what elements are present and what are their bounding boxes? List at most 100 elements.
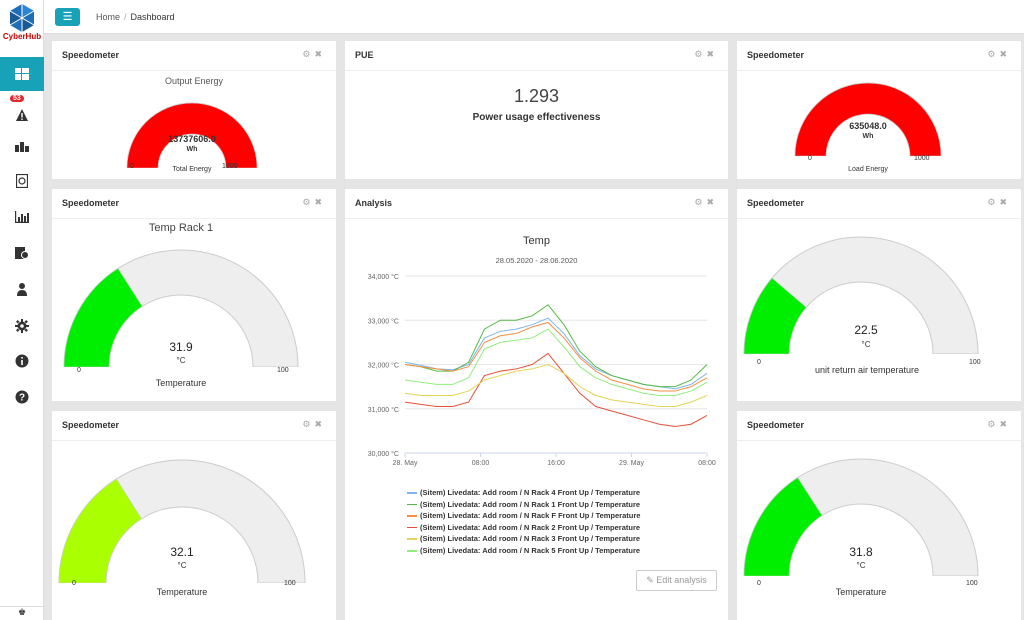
menu-toggle-button[interactable]: ☰	[55, 8, 80, 26]
gauge-track	[743, 236, 979, 354]
sidebar-item-help[interactable]: ?	[0, 380, 44, 414]
sidebar-item-inventory[interactable]	[0, 236, 44, 270]
gauge-top-label: Output Energy	[164, 76, 224, 86]
sidebar-item-users[interactable]	[0, 272, 44, 306]
y-tick-label: 30,000 °C	[368, 450, 399, 458]
legend-item[interactable]: (Sitem) Livedata: Add room / N Rack 1 Fr…	[407, 499, 640, 511]
panel-title: Speedometer	[62, 420, 120, 430]
sidebar-item-sites[interactable]	[0, 129, 44, 163]
gear-icon[interactable]: ⚙	[302, 197, 315, 207]
sidebar-item-dashboard[interactable]	[0, 57, 44, 91]
legend-label: (Sitem) Livedata: Add room / N Rack 5 Fr…	[420, 545, 641, 555]
legend-item[interactable]: (Sitem) Livedata: Add room / N Rack 5 Fr…	[407, 545, 640, 557]
gauge-unit: Wh	[862, 133, 874, 140]
breadcrumb-current: Dashboard	[130, 12, 175, 22]
panel-temperature-3: Speedometer ⚙✖ 31.8 °C 0 100 Temperature	[737, 411, 1021, 620]
gauge-min: 0	[77, 367, 81, 374]
gauge-fill	[63, 267, 143, 367]
legend-swatch	[407, 550, 417, 552]
gauge-min: 0	[72, 580, 76, 587]
gear-icon[interactable]: ⚙	[987, 419, 1000, 429]
edit-analysis-button[interactable]: ✎ Edit analysis	[636, 570, 717, 591]
gauge-fill	[743, 277, 807, 354]
breadcrumb-separator: /	[124, 12, 127, 22]
alarm-icon	[16, 109, 28, 121]
x-tick-label: 08:00	[698, 460, 716, 467]
close-icon[interactable]: ✖	[999, 197, 1011, 207]
gear-icon	[15, 319, 29, 333]
gauge-unit: Wh	[186, 146, 198, 153]
legend-swatch	[407, 526, 417, 529]
sidebar-footer-icon[interactable]: ♚	[0, 606, 44, 620]
chart-title: Temp	[523, 235, 550, 247]
x-tick-label: 28. May	[393, 460, 418, 467]
close-icon[interactable]: ✖	[314, 49, 326, 59]
gauge-unit: °C	[176, 356, 186, 365]
gear-icon[interactable]: ⚙	[302, 49, 315, 59]
edit-analysis-label: Edit analysis	[656, 575, 707, 585]
gauge-fill	[58, 478, 142, 583]
close-icon[interactable]: ✖	[999, 419, 1011, 429]
inventory-icon	[15, 247, 29, 259]
help-icon: ?	[15, 390, 29, 404]
panel-return-air: Speedometer ⚙✖ 22.5 °C 0 100 unit return …	[737, 189, 1021, 401]
gauge-min: 0	[757, 359, 761, 366]
legend-item[interactable]: (Sitem) Livedata: Add room / N Rack 2 Fr…	[407, 522, 640, 534]
legend-item[interactable]: (Sitem) Livedata: Add room / N Rack 3 Fr…	[407, 533, 640, 545]
breadcrumb-home[interactable]: Home	[96, 12, 121, 22]
gauge-min: 0	[757, 580, 761, 587]
reports-icon	[16, 174, 28, 188]
legend-item[interactable]: (Sitem) Livedata: Add room / N Rack F Fr…	[407, 510, 640, 522]
gauge-label: Load Energy	[848, 166, 888, 173]
gauge-fill	[794, 82, 942, 156]
panel-temp-rack-1: Speedometer ⚙✖ Temp Rack 1 31.9 °C 0 100 …	[52, 189, 336, 401]
close-icon[interactable]: ✖	[999, 49, 1011, 59]
gauge-label: Total Energy	[172, 166, 212, 173]
legend-swatch	[407, 503, 417, 506]
gauge-label: unit return air temperature	[814, 365, 920, 375]
gauge-max: 100	[284, 580, 296, 587]
y-tick-label: 34,000 °C	[368, 273, 399, 281]
info-icon	[15, 354, 29, 368]
series-line	[404, 321, 708, 392]
series-line	[404, 328, 708, 396]
pue-value: 1.293	[513, 86, 560, 106]
gauge-max: 100	[966, 580, 978, 587]
legend-label: (Sitem) Livedata: Add room / N Rack 3 Fr…	[420, 534, 641, 544]
logo-text: CyberHub	[2, 32, 42, 41]
sidebar-item-reports[interactable]	[0, 164, 44, 198]
panel-title: Analysis	[355, 198, 393, 208]
load-energy-gauge	[794, 82, 942, 156]
gauge-unit: °C	[856, 561, 866, 570]
gear-icon[interactable]: ⚙	[987, 197, 1000, 207]
temperature-3-gauge	[743, 458, 979, 576]
gear-icon[interactable]: ⚙	[694, 197, 707, 207]
close-icon[interactable]: ✖	[314, 419, 326, 429]
sidebar-item-settings[interactable]	[0, 309, 44, 343]
panel-title: Speedometer	[747, 50, 805, 60]
gauge-max: 100	[277, 367, 289, 374]
gauge-max: 1000	[222, 163, 238, 170]
legend-item[interactable]: (Sitem) Livedata: Add room / N Rack 4 Fr…	[407, 487, 640, 499]
gear-icon[interactable]: ⚙	[694, 49, 707, 59]
gauge-value: 32.1	[170, 545, 194, 559]
sidebar-item-info[interactable]	[0, 344, 44, 378]
breadcrumb: Home / Dashboard	[96, 12, 175, 22]
gauge-value: 13737606.0	[168, 134, 216, 144]
x-tick-label: 08:00	[472, 460, 490, 467]
sidebar-item-analysis[interactable]	[0, 200, 44, 234]
close-icon[interactable]: ✖	[706, 49, 718, 59]
close-icon[interactable]: ✖	[706, 197, 718, 207]
sidebar-item-alarms[interactable]: 53	[0, 94, 44, 128]
series-line	[404, 352, 708, 427]
gear-icon[interactable]: ⚙	[987, 49, 1000, 59]
gauge-top-label: Temp Rack 1	[148, 222, 214, 234]
edit-icon: ✎	[646, 575, 654, 585]
gauge-unit: °C	[177, 561, 187, 570]
cyberhub-logo[interactable]: CyberHub	[2, 3, 42, 43]
series-line	[404, 363, 708, 408]
gauge-label: Temperature	[835, 587, 887, 597]
close-icon[interactable]: ✖	[314, 197, 326, 207]
gauge-fill	[743, 477, 823, 576]
gear-icon[interactable]: ⚙	[302, 419, 315, 429]
